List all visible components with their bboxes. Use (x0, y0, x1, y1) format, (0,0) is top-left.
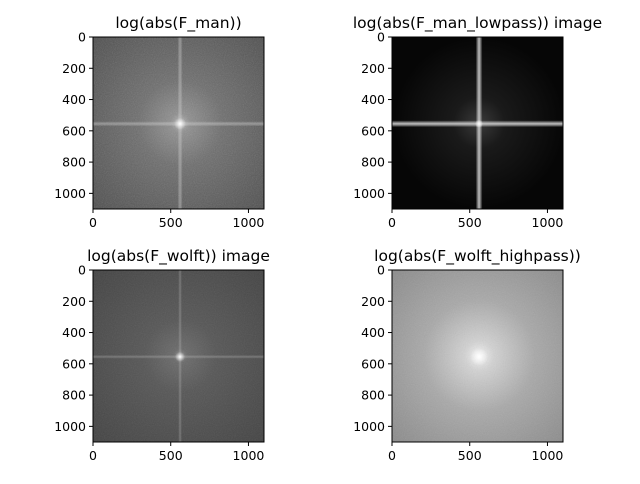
axes-frame (391, 269, 564, 443)
y-tick-label: 400 (361, 325, 385, 340)
x-tick-label: 0 (388, 448, 396, 463)
center-peak (470, 347, 489, 366)
spectrum-image (93, 37, 264, 209)
panel-bottom-right: log(abs(F_wolft_highpass))0 500 1000020040… (353, 247, 581, 463)
x-tick-label: 1000 (532, 448, 564, 463)
spectrum-image (392, 270, 563, 442)
center-peak (475, 119, 484, 128)
x-tick-label: 0 (89, 448, 97, 463)
y-tick-label: 0 (377, 30, 385, 45)
x-tick-label: 500 (458, 215, 482, 230)
y-tick-label: 400 (62, 325, 86, 340)
y-tick-label: 0 (78, 263, 86, 278)
x-tick-label: 500 (159, 215, 183, 230)
panel-title: log(abs(F_man_lowpass)) image (353, 14, 602, 33)
y-tick-label: 1000 (54, 419, 86, 434)
y-tick-label: 600 (62, 356, 86, 371)
spectrum-image (93, 270, 264, 442)
y-tick-label: 400 (62, 92, 86, 107)
y-tick-label: 200 (361, 61, 385, 76)
y-tick-label: 0 (377, 263, 385, 278)
y-tick-label: 200 (62, 294, 86, 309)
panels-layer: log(abs(F_man))0 500 100002004006008001000… (54, 14, 602, 463)
panel-title: log(abs(F_wolft_highpass)) (374, 247, 581, 266)
y-tick-label: 1000 (353, 419, 385, 434)
y-tick-label: 600 (361, 123, 385, 138)
y-tick-label: 800 (62, 388, 86, 403)
axes-frame (391, 36, 564, 210)
y-tick-label: 0 (78, 30, 86, 45)
panel-title: log(abs(F_wolft)) image (87, 247, 270, 266)
y-tick-label: 200 (361, 294, 385, 309)
x-tick-label: 500 (458, 448, 482, 463)
y-tick-label: 600 (361, 356, 385, 371)
y-tick-label: 800 (361, 155, 385, 170)
y-tick-label: 600 (62, 123, 86, 138)
center-peak (175, 351, 186, 362)
y-tick-label: 400 (361, 92, 385, 107)
x-tick-label: 1000 (233, 215, 265, 230)
x-tick-label: 1000 (532, 215, 564, 230)
spectrum-image (392, 37, 563, 209)
y-tick-label: 800 (361, 388, 385, 403)
panel-title: log(abs(F_man)) (115, 14, 241, 33)
axes-frame (92, 269, 265, 443)
center-peak (174, 117, 187, 130)
y-tick-label: 1000 (353, 186, 385, 201)
x-tick-label: 0 (388, 215, 396, 230)
y-tick-label: 800 (62, 155, 86, 170)
y-tick-label: 200 (62, 61, 86, 76)
y-tick-label: 1000 (54, 186, 86, 201)
axes-frame (92, 36, 265, 210)
x-tick-label: 0 (89, 215, 97, 230)
x-tick-label: 1000 (233, 448, 265, 463)
x-tick-label: 500 (159, 448, 183, 463)
